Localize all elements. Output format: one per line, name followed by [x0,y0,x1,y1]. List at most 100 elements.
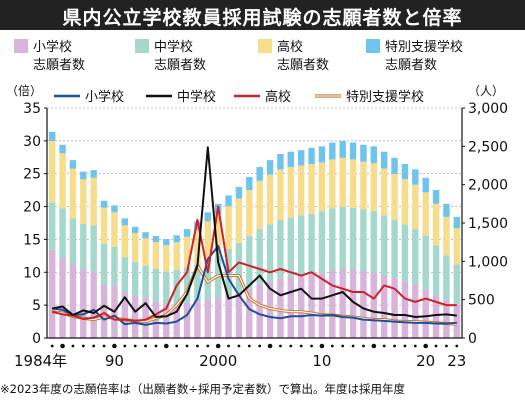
bar-elem-2011 [329,270,336,338]
x-tick-dot [267,343,273,349]
chart-title: 県内公立学校教員採用試験の志願者数と倍率 [62,7,463,29]
bar-sped-2020 [422,177,429,193]
x-tick-dot [299,344,303,348]
bar-high-2019 [412,184,419,230]
bar-mid-1991 [121,256,129,292]
bar-elem-2016 [380,275,388,338]
x-tick-dot [319,343,325,349]
left-tick-label: 0 [32,331,41,347]
bar-mid-2020 [422,235,429,289]
right-tick-label: 3,000 [468,101,508,117]
x-tick-dot [112,343,117,349]
bar-elem-2018 [401,281,409,338]
bar-high-2014 [360,161,367,210]
x-tick-dot [413,344,417,348]
bar-mid-2005 [266,224,274,282]
x-tick-dot [71,344,75,348]
bar-sped-2008 [297,150,305,166]
legend-bar-sublabel-sped: 志願者数 [385,58,437,73]
bar-sped-2006 [277,154,284,170]
bar-high-1990 [111,212,118,247]
bar-elem-2021 [432,295,440,338]
bar-sped-2018 [401,163,409,180]
bar-high-2003 [246,190,253,237]
x-tick-dot [445,344,448,348]
bar-mid-2016 [380,215,388,276]
bar-sped-2017 [391,157,398,174]
bar-mid-2018 [401,224,409,282]
x-tick-dot [371,343,377,349]
grid-lines [47,107,462,306]
bar-sped-1997 [183,229,191,237]
x-tick-dot [144,344,147,348]
bar-sped-1993 [142,232,149,239]
bar-high-1988 [90,177,97,226]
x-tick-dot [196,344,199,348]
x-tick-dot [258,344,262,348]
bar-mid-1990 [111,246,118,286]
bar-elem-1989 [100,284,108,338]
bar-high-2011 [329,159,336,209]
x-tick-dot [330,344,334,348]
bar-elem-1988 [90,271,97,338]
bar-elem-2017 [391,278,398,338]
bar-high-1994 [152,242,160,269]
bar-elem-2002 [235,292,243,338]
left-tick-label: 30 [23,134,41,150]
bar-sped-1985 [59,144,66,154]
bar-mid-1998 [194,264,201,302]
bar-high-1989 [100,207,108,244]
bar-sped-2021 [432,190,440,204]
x-tick-dot [279,344,282,348]
x-tick-dot [434,344,438,348]
legend-swatch-high [258,39,272,53]
bar-mid-1993 [142,265,149,299]
bar-high-1996 [173,242,180,270]
bar-sped-2012 [339,140,346,158]
legend-line-label-mid: 中学校 [177,89,216,105]
bar-high-2020 [422,192,429,236]
bar-high-1986 [69,168,77,219]
bar-high-1987 [80,179,87,224]
bar-high-2001 [225,206,232,250]
bar-sped-2022 [443,203,450,217]
bar-sped-1986 [69,160,77,169]
bar-mid-2006 [277,219,284,279]
x-tick-dot [237,344,241,348]
bar-mid-2003 [246,236,253,289]
x-tick-label: 90 [105,352,124,370]
legend-bar-sublabel-high: 志願者数 [277,58,329,73]
bar-sped-1988 [90,170,97,178]
bar-mid-1988 [90,225,97,272]
bar-sped-2010 [318,146,326,163]
bar-high-1991 [121,225,129,257]
bar-sped-1984 [48,131,56,141]
bar-elem-2009 [308,274,315,338]
bar-mid-1985 [59,208,66,258]
bar-mid-2010 [318,211,326,273]
bar-high-1998 [194,229,201,265]
bar-elem-2012 [339,269,346,338]
bar-high-2004 [256,180,263,230]
bar-elem-1985 [59,257,66,338]
bar-mid-1986 [69,218,77,265]
bar-sped-1990 [111,205,118,213]
bar-elem-2010 [318,272,326,338]
left-tick-label: 25 [23,167,41,183]
bar-sped-2001 [225,195,232,207]
line-legend: 小学校 中学校 高校 特別支援学校 [54,89,424,105]
bar-elem-1987 [80,269,87,338]
right-tick-label: 500 [468,293,495,309]
bar-high-1993 [142,238,149,266]
bar-high-2016 [380,168,388,216]
bar-sped-2009 [308,147,315,164]
bar-mid-1997 [183,267,191,303]
bar-sped-1994 [152,236,160,243]
legend-swatch-elem [14,39,28,53]
bar-high-1999 [204,221,212,260]
bar-high-2015 [370,163,378,211]
bar-high-2007 [287,167,295,218]
bar-elem-1992 [131,295,139,338]
